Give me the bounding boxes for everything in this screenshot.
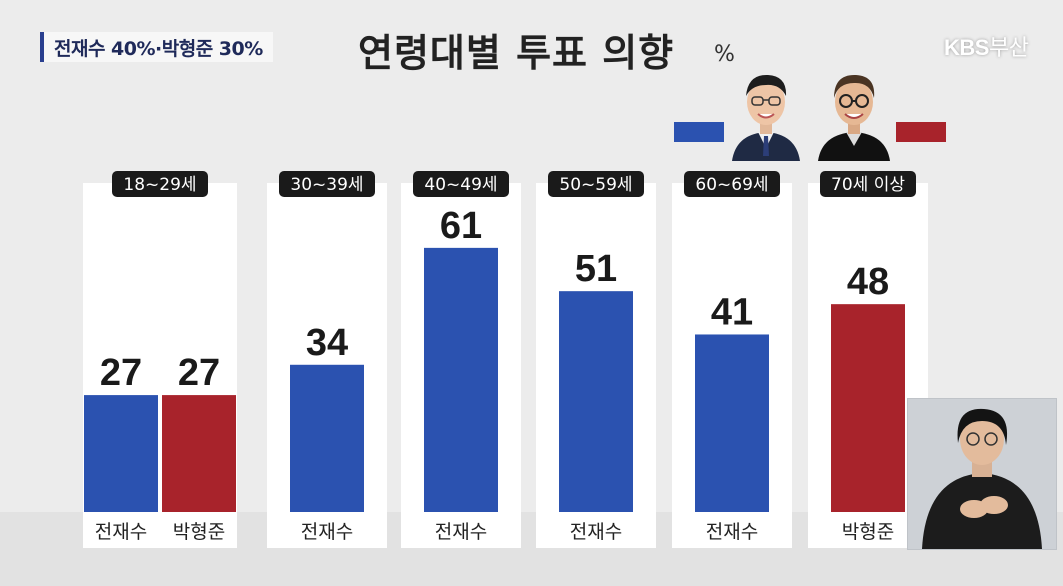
category-tick-label: 30~39세 (290, 175, 363, 195)
legend-swatch-blue (674, 122, 724, 142)
bar-value-label: 27 (178, 352, 220, 394)
bar (290, 364, 364, 512)
bar (84, 395, 158, 512)
category-tag (413, 171, 509, 197)
logo-brand: KBS (944, 35, 989, 60)
bar (424, 247, 498, 512)
category-tick-label: 40~49세 (424, 175, 497, 195)
category-tick-label: 18~29세 (123, 175, 196, 195)
bar-candidate-label: 박형준 (842, 521, 894, 543)
category-tick-label: 70세 이상 (831, 175, 905, 195)
man-portrait-glasses-icon (730, 66, 802, 161)
bar (695, 334, 769, 512)
bar-value-label: 61 (440, 205, 482, 247)
bar-candidate-label: 전재수 (706, 521, 758, 543)
bar-candidate-label: 전재수 (435, 521, 487, 543)
unit-label: % (714, 42, 735, 67)
bar-value-label: 27 (100, 352, 142, 394)
sign-language-interpreter-inset (907, 398, 1057, 550)
man-portrait-round-glasses-icon (818, 66, 890, 161)
bar-value-label: 34 (306, 322, 348, 364)
category-tick-label: 50~59세 (559, 175, 632, 195)
category-tag (684, 171, 780, 197)
bar-value-label: 41 (711, 291, 753, 333)
category-tag (279, 171, 375, 197)
category-tag (112, 171, 208, 197)
bar (559, 291, 633, 512)
bar-candidate-label: 전재수 (301, 521, 353, 543)
bar-value-label: 48 (847, 261, 889, 303)
legend-swatch-red (896, 122, 946, 142)
category-tick-label: 60~69세 (695, 175, 768, 195)
category-tag (820, 171, 916, 197)
bar-value-label: 51 (575, 248, 617, 290)
bar (162, 395, 236, 512)
headline-text: 전재수 40%·박형준 30% (54, 37, 263, 60)
logo-region: 부산 (988, 35, 1029, 60)
bar-candidate-label: 전재수 (95, 521, 147, 543)
headline-badge: 전재수 40%·박형준 30% (40, 32, 273, 62)
chart-title: 연령대별 투표 의향 (358, 31, 675, 75)
category-tag (548, 171, 644, 197)
bar-candidate-label: 전재수 (570, 521, 622, 543)
broadcaster-logo: KBS부산 (944, 30, 1029, 62)
bar-candidate-label: 박형준 (173, 521, 225, 543)
bar (831, 304, 905, 512)
